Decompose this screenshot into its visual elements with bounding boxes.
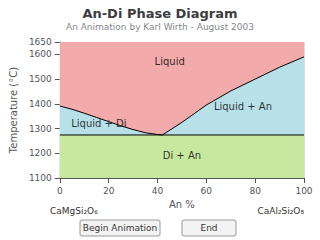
svg-text:Temperature (°C): Temperature (°C) — [8, 67, 19, 154]
svg-text:1500: 1500 — [29, 74, 52, 84]
svg-text:Liquid: Liquid — [155, 56, 185, 67]
svg-text:80: 80 — [249, 186, 261, 196]
svg-text:20: 20 — [103, 186, 115, 196]
svg-text:An Animation by Karl Wirth - A: An Animation by Karl Wirth - August 2003 — [66, 22, 254, 32]
svg-text:1400: 1400 — [29, 99, 52, 109]
svg-text:100: 100 — [295, 186, 312, 196]
svg-text:1650: 1650 — [29, 37, 52, 47]
svg-text:Begin Animation: Begin Animation — [83, 223, 157, 233]
svg-text:CaAl₂Si₂O₈: CaAl₂Si₂O₈ — [257, 206, 304, 216]
svg-text:Di + An: Di + An — [163, 150, 201, 161]
svg-text:An-Di Phase Diagram: An-Di Phase Diagram — [82, 6, 237, 21]
svg-text:1600: 1600 — [29, 49, 52, 59]
svg-text:Liquid + Di: Liquid + Di — [71, 118, 126, 129]
svg-text:End: End — [200, 223, 217, 233]
svg-text:An %: An % — [169, 199, 195, 210]
svg-text:0: 0 — [57, 186, 63, 196]
svg-text:1300: 1300 — [29, 124, 52, 134]
svg-text:1100: 1100 — [29, 173, 52, 183]
svg-text:1200: 1200 — [29, 148, 52, 158]
svg-text:Liquid + An: Liquid + An — [214, 101, 272, 112]
svg-text:60: 60 — [201, 186, 213, 196]
svg-text:40: 40 — [152, 186, 164, 196]
svg-text:CaMgSi₂O₆: CaMgSi₂O₆ — [50, 206, 98, 216]
